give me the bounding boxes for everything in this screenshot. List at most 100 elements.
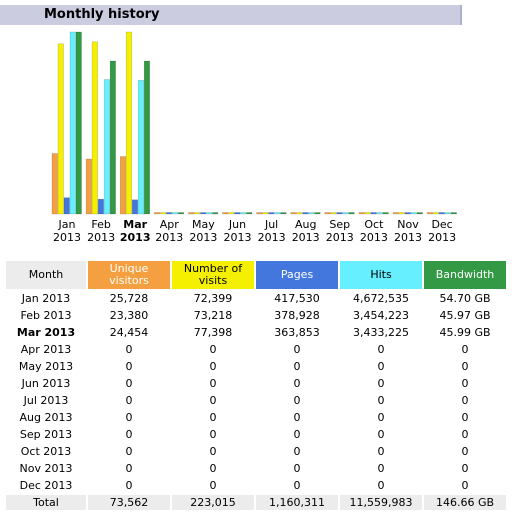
cell-visits: 0 <box>209 360 217 373</box>
bar-visits-nov <box>398 212 405 215</box>
x-tick-label: Sep <box>329 218 350 231</box>
x-tick-label: 2013 <box>326 231 354 244</box>
bar-unique_visitors-apr <box>154 212 161 215</box>
cell-hits: 0 <box>377 394 385 407</box>
cell-bandwidth: 54.70 GB <box>439 292 491 305</box>
bar-pages-dec <box>438 212 445 215</box>
x-tick-label: Jul <box>264 218 278 231</box>
bar-bandwidth_gb-aug <box>314 212 321 215</box>
cell-hits: 0 <box>377 428 385 441</box>
cell-visits: 0 <box>209 343 217 356</box>
cell-month: Oct 2013 <box>20 445 72 458</box>
bar-unique_visitors-sep <box>324 212 331 215</box>
table-row: May 2013 0 0 0 0 0 <box>6 359 506 374</box>
cell-bandwidth: 45.99 GB <box>439 326 491 339</box>
bar-pages-jun <box>234 212 241 215</box>
cell-visits: 0 <box>209 428 217 441</box>
cell-visits: 0 <box>209 445 217 458</box>
cell-month: Dec 2013 <box>19 479 73 492</box>
total-row: Total 73,562 223,015 1,160,311 11,559,98… <box>6 495 506 510</box>
x-tick-label: Mar <box>123 218 147 231</box>
bar-unique_visitors-nov <box>392 212 399 215</box>
cell-month: Nov 2013 <box>19 462 73 475</box>
cell-bandwidth: 0 <box>461 411 469 424</box>
x-tick-label: 2013 <box>224 231 252 244</box>
cell-visits: 0 <box>209 377 217 390</box>
cell-bandwidth: 0 <box>461 428 469 441</box>
x-tick-label: 2013 <box>394 231 422 244</box>
cell-unique: 0 <box>125 462 133 475</box>
cell-pages: 0 <box>293 462 301 475</box>
cell-bandwidth: 0 <box>461 394 469 407</box>
bar-unique_visitors-may <box>188 212 195 215</box>
x-tick-label: Dec <box>431 218 452 231</box>
bar-pages-aug <box>302 212 309 215</box>
cell-hits: 0 <box>377 343 385 356</box>
bar-bandwidth_gb-feb <box>109 60 116 215</box>
x-tick-label: Jan <box>58 218 76 231</box>
bar-pages-apr <box>166 212 173 215</box>
cell-month: Mar 2013 <box>16 326 76 339</box>
bar-visits-aug <box>296 212 303 215</box>
table-row: Feb 2013 23,380 73,218 378,928 3,454,223 45.9… <box>6 308 506 323</box>
bar-visits-oct <box>364 212 371 215</box>
cell-unique: 24,454 <box>109 326 149 339</box>
header-bandwidth: Bandwidth <box>424 261 506 289</box>
bar-bandwidth_gb-apr <box>178 212 185 215</box>
bar-hits-jan <box>69 31 76 215</box>
bar-hits-mar <box>137 80 144 215</box>
bar-visits-jun <box>228 212 235 215</box>
bar-unique_visitors-aug <box>290 212 297 215</box>
cell-bandwidth: 0 <box>461 445 469 458</box>
bar-pages-nov <box>404 212 411 215</box>
x-tick-label: Oct <box>364 218 384 231</box>
bar-hits-dec <box>444 212 451 215</box>
cell-unique: 0 <box>125 411 133 424</box>
x-tick-label: 2013 <box>53 231 81 244</box>
bar-bandwidth_gb-dec <box>450 212 457 215</box>
x-tick-label: 2013 <box>120 231 151 244</box>
cell-pages: 0 <box>293 377 301 390</box>
total-pages: 1,160,311 <box>256 495 338 510</box>
bar-unique_visitors-mar <box>119 156 126 215</box>
cell-unique: 0 <box>125 343 133 356</box>
cell-hits: 0 <box>377 462 385 475</box>
cell-month: Jul 2013 <box>23 394 69 407</box>
header-month: Month <box>6 261 86 289</box>
bar-visits-may <box>194 212 201 215</box>
table-row: Dec 2013 0 0 0 0 0 <box>6 478 506 493</box>
cell-bandwidth: 45.97 GB <box>439 309 491 322</box>
table-row: Jun 2013 0 0 0 0 0 <box>6 376 506 391</box>
bar-pages-sep <box>336 212 343 215</box>
header-pages: Pages <box>256 261 338 289</box>
cell-month: Aug 2013 <box>19 411 73 424</box>
bar-pages-feb <box>97 198 104 215</box>
bar-visits-feb <box>91 41 98 215</box>
monthly-bar-chart: Jan2013Feb2013Mar2013Apr2013May2013Jun20… <box>51 31 457 244</box>
bar-unique_visitors-oct <box>358 212 365 215</box>
bar-hits-sep <box>342 212 349 215</box>
monthly-stats-table: Month Unique visitors Number of visits P… <box>4 259 508 512</box>
bar-bandwidth_gb-nov <box>416 212 423 215</box>
bar-unique_visitors-feb <box>85 158 92 215</box>
bar-visits-dec <box>432 212 439 215</box>
bar-hits-jun <box>240 212 247 215</box>
x-tick-label: Nov <box>397 218 419 231</box>
bar-unique_visitors-jul <box>256 212 263 215</box>
x-tick-label: Feb <box>91 218 110 231</box>
bar-hits-jul <box>274 212 281 215</box>
bar-hits-apr <box>172 212 179 215</box>
cell-hits: 0 <box>377 479 385 492</box>
bar-visits-jul <box>262 212 269 215</box>
cell-month: Jun 2013 <box>21 377 71 390</box>
x-tick-label: 2013 <box>155 231 183 244</box>
bar-bandwidth_gb-jul <box>280 212 287 215</box>
cell-bandwidth: 0 <box>461 360 469 373</box>
x-tick-label: 2013 <box>292 231 320 244</box>
x-tick-label: May <box>192 218 215 231</box>
cell-visits: 0 <box>209 411 217 424</box>
bar-visits-sep <box>330 212 337 215</box>
cell-hits: 0 <box>377 445 385 458</box>
total-hits: 11,559,983 <box>340 495 422 510</box>
bar-hits-aug <box>308 212 315 215</box>
